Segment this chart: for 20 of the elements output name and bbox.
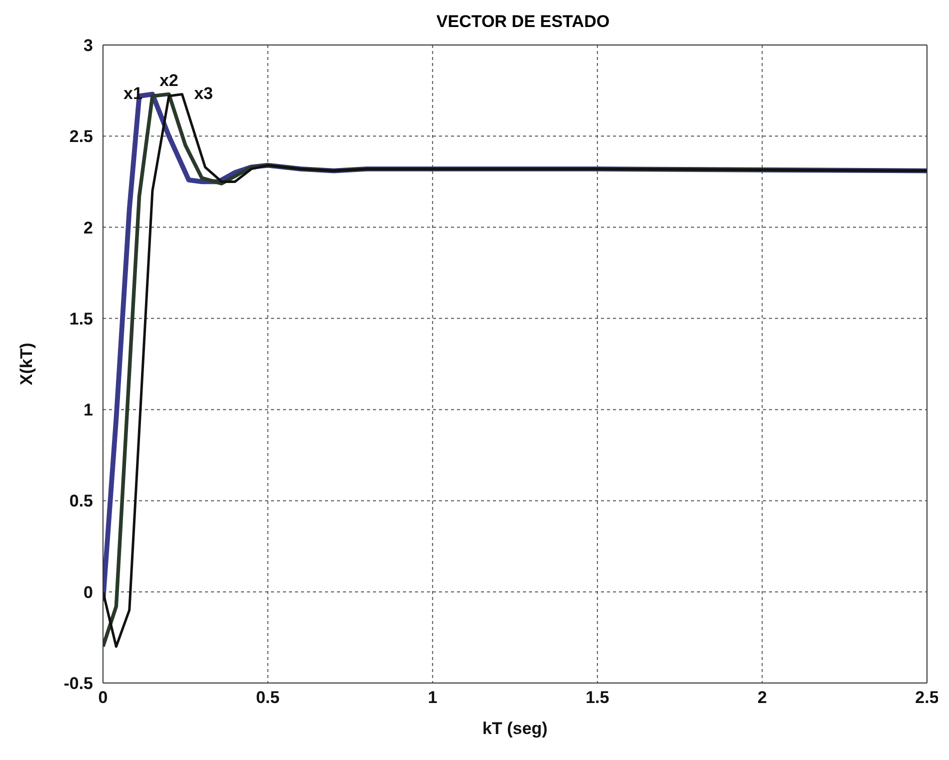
- y-tick-label: 1: [84, 400, 93, 420]
- y-tick-label: 0: [84, 582, 93, 602]
- x-tick-label: 0.5: [256, 688, 280, 708]
- x-tick-label: 2: [757, 688, 767, 708]
- y-tick-label: 0.5: [69, 492, 93, 511]
- series-label: x2: [159, 71, 178, 90]
- y-tick-label: 2.5: [69, 127, 93, 146]
- series-label: x1: [124, 84, 142, 104]
- x-tick-label: 1.5: [586, 688, 610, 708]
- y-axis-title: X(kT): [17, 342, 36, 386]
- x-axis-title: kT (seg): [482, 719, 548, 738]
- y-tick-label: 2: [84, 218, 93, 238]
- y-tick-label: -0.5: [64, 674, 93, 694]
- series-label: x3: [194, 84, 214, 104]
- x-tick-label: 1: [428, 688, 438, 708]
- y-tick-label: 3: [84, 36, 93, 56]
- x-tick-label: 2.5: [915, 688, 939, 708]
- chart-title: VECTOR DE ESTADO: [435, 12, 611, 32]
- x-tick-label: 0: [98, 688, 108, 708]
- y-tick-label: 1.5: [69, 309, 93, 328]
